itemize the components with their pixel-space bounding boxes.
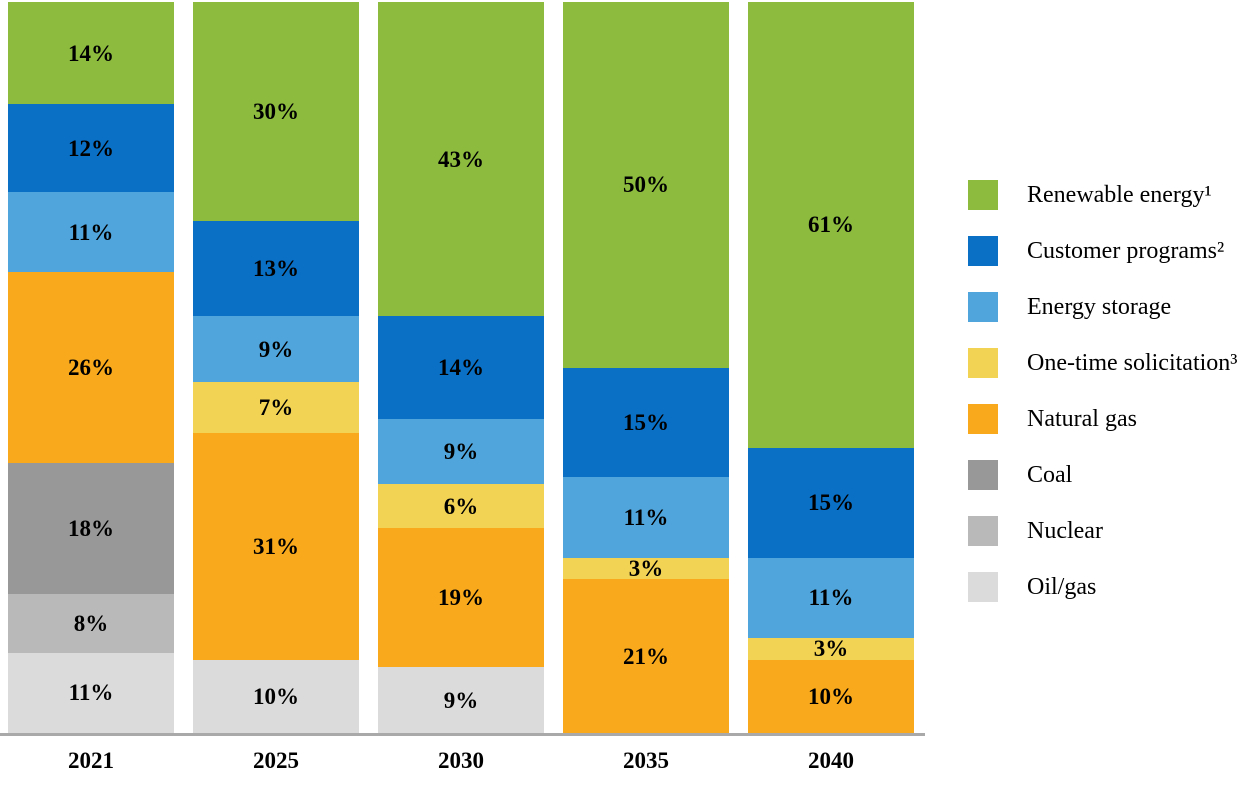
- segment-coal-2021: 18%: [8, 462, 174, 595]
- x-axis-line: [0, 733, 925, 736]
- segment-one-time-solicitation-2035: 3%: [563, 556, 729, 582]
- segment-one-time-solicitation-2025: 7%: [193, 382, 359, 434]
- segment-oil-gas-2021: 11%: [8, 652, 174, 733]
- legend-label-nuclear: Nuclear: [1027, 517, 1103, 544]
- segment-value-label: 43%: [438, 146, 484, 172]
- legend-item-oil-gas: Oil/gas: [968, 572, 1237, 602]
- segment-value-label: 15%: [808, 490, 854, 516]
- segment-value-label: 12%: [68, 135, 114, 161]
- legend-label-natural-gas: Natural gas: [1027, 405, 1137, 432]
- legend-label-one-time-solicitation: One-time solicitation³: [1027, 349, 1238, 376]
- segment-oil-gas-2025: 10%: [193, 659, 359, 733]
- legend-item-coal: Coal: [968, 460, 1237, 490]
- legend-swatch-customer-programs: [968, 236, 998, 266]
- segment-one-time-solicitation-2030: 6%: [378, 484, 544, 529]
- segment-value-label: 3%: [628, 556, 664, 582]
- segment-value-label: 11%: [68, 219, 114, 245]
- legend-item-natural-gas: Natural gas: [968, 404, 1237, 434]
- x-axis-labels: 2021 2025 2030 2035 2040: [8, 748, 914, 774]
- segment-value-label: 14%: [68, 40, 114, 66]
- legend-swatch-natural-gas: [968, 404, 998, 434]
- segment-energy-storage-2021: 11%: [8, 192, 174, 273]
- legend-label-renewable-energy: Renewable energy¹: [1027, 181, 1212, 208]
- segment-value-label: 6%: [443, 493, 479, 519]
- x-tick-2035: 2035: [623, 748, 669, 773]
- segment-value-label: 61%: [808, 212, 854, 238]
- legend: Renewable energy¹ Customer programs² Energ…: [968, 180, 1237, 628]
- segment-value-label: 8%: [73, 610, 109, 636]
- segment-renewable-energy-2035: 50%: [563, 2, 729, 368]
- segment-energy-storage-2025: 9%: [193, 316, 359, 383]
- segment-oil-gas-2030: 9%: [378, 667, 544, 733]
- segment-value-label: 31%: [253, 534, 299, 560]
- legend-swatch-renewable-energy: [968, 180, 998, 210]
- segment-renewable-energy-2025: 30%: [193, 2, 359, 222]
- segment-natural-gas-2030: 19%: [378, 528, 544, 668]
- segment-renewable-energy-2021: 14%: [8, 2, 174, 105]
- segment-natural-gas-2035: 21%: [563, 579, 729, 733]
- segment-value-label: 15%: [623, 409, 669, 435]
- segment-energy-storage-2030: 9%: [378, 418, 544, 485]
- bar-2030: 43% 14% 9% 6% 19% 9%: [378, 2, 544, 733]
- segment-natural-gas-2025: 31%: [193, 433, 359, 660]
- segment-energy-storage-2040: 11%: [748, 557, 914, 638]
- bar-2040: 61% 15% 11% 3% 10%: [748, 2, 914, 733]
- legend-swatch-one-time-solicitation: [968, 348, 998, 378]
- segment-value-label: 11%: [68, 680, 114, 706]
- segment-value-label: 11%: [623, 504, 669, 530]
- segment-value-label: 30%: [253, 99, 299, 125]
- segment-value-label: 26%: [68, 354, 114, 380]
- legend-label-oil-gas: Oil/gas: [1027, 573, 1097, 600]
- segment-value-label: 50%: [623, 172, 669, 198]
- segment-value-label: 9%: [443, 687, 479, 713]
- bar-2035: 50% 15% 11% 3% 21%: [563, 2, 729, 733]
- legend-swatch-oil-gas: [968, 572, 998, 602]
- segment-value-label: 9%: [258, 336, 294, 362]
- x-tick-2025: 2025: [253, 748, 299, 773]
- segment-value-label: 18%: [68, 515, 114, 541]
- segment-value-label: 7%: [258, 395, 294, 421]
- segment-value-label: 11%: [808, 585, 854, 611]
- segment-nuclear-2021: 8%: [8, 594, 174, 653]
- legend-label-energy-storage: Energy storage: [1027, 293, 1172, 320]
- legend-item-renewable-energy: Renewable energy¹: [968, 180, 1237, 210]
- segment-value-label: 10%: [808, 683, 854, 709]
- legend-swatch-energy-storage: [968, 292, 998, 322]
- legend-item-one-time-solicitation: One-time solicitation³: [968, 348, 1237, 378]
- legend-item-nuclear: Nuclear: [968, 516, 1237, 546]
- x-tick-2021: 2021: [68, 748, 114, 773]
- segment-renewable-energy-2030: 43%: [378, 2, 544, 317]
- bar-2025: 30% 13% 9% 7% 31% 10%: [193, 2, 359, 733]
- legend-item-customer-programs: Customer programs²: [968, 236, 1237, 266]
- x-tick-2030: 2030: [438, 748, 484, 773]
- x-tick-2040: 2040: [808, 748, 854, 773]
- legend-swatch-coal: [968, 460, 998, 490]
- segment-customer-programs-2030: 14%: [378, 316, 544, 419]
- legend-item-energy-storage: Energy storage: [968, 292, 1237, 322]
- segment-value-label: 21%: [623, 643, 669, 669]
- segment-value-label: 9%: [443, 439, 479, 465]
- segment-customer-programs-2035: 15%: [563, 367, 729, 478]
- segment-natural-gas-2021: 26%: [8, 272, 174, 463]
- segment-renewable-energy-2040: 61%: [748, 2, 914, 448]
- bar-2021: 14% 12% 11% 26% 18% 8% 11%: [8, 2, 174, 733]
- segment-value-label: 10%: [253, 683, 299, 709]
- legend-swatch-nuclear: [968, 516, 998, 546]
- segment-natural-gas-2040: 10%: [748, 659, 914, 733]
- legend-label-coal: Coal: [1027, 461, 1073, 488]
- segment-customer-programs-2025: 13%: [193, 221, 359, 317]
- segment-value-label: 3%: [813, 636, 849, 662]
- segment-energy-storage-2035: 11%: [563, 477, 729, 558]
- plot-area: 14% 12% 11% 26% 18% 8% 11% 30% 13% 9% 7% 31% 10% 43% 1…: [8, 2, 914, 733]
- segment-value-label: 19%: [438, 585, 484, 611]
- segment-value-label: 13%: [253, 256, 299, 282]
- segment-customer-programs-2040: 15%: [748, 447, 914, 558]
- segment-customer-programs-2021: 12%: [8, 104, 174, 193]
- legend-label-customer-programs: Customer programs²: [1027, 237, 1225, 264]
- segment-one-time-solicitation-2040: 3%: [748, 636, 914, 662]
- segment-value-label: 14%: [438, 354, 484, 380]
